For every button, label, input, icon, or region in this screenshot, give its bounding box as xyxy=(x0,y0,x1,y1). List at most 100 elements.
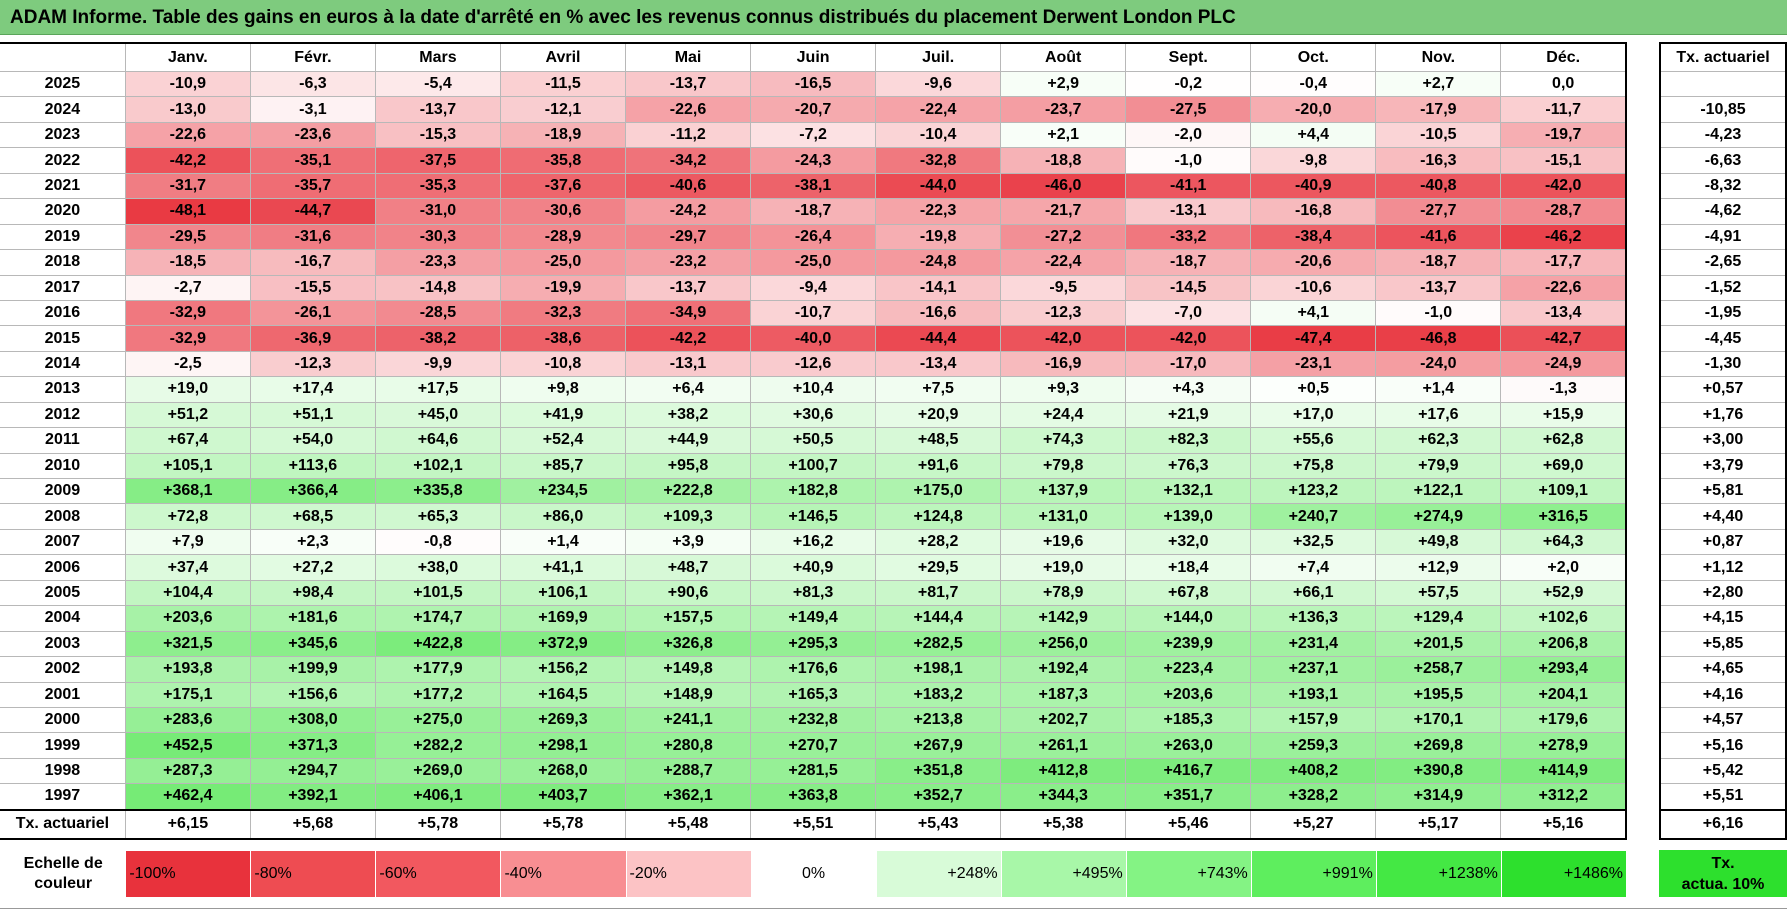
gain-cell: -38,2 xyxy=(374,325,501,352)
year-label: 2004 xyxy=(0,605,126,632)
side-row: -1,95 xyxy=(1659,299,1787,327)
gain-cell: +232,8 xyxy=(750,706,877,734)
gain-cell: +281,5 xyxy=(750,757,877,785)
gain-cell: +156,6 xyxy=(249,681,376,708)
side-row: +0,87 xyxy=(1659,528,1787,556)
average-cell: +5,17 xyxy=(1375,808,1502,840)
gain-cell: +261,1 xyxy=(1000,732,1127,759)
actuarial-rate-cell: +5,81 xyxy=(1659,477,1787,505)
gain-cell: +314,9 xyxy=(1375,783,1502,811)
gain-cell: +32,0 xyxy=(1125,528,1252,556)
year-label: 2025 xyxy=(0,70,126,98)
gain-cell: +123,2 xyxy=(1250,477,1377,505)
actuarial-rate-cell: -4,45 xyxy=(1659,325,1787,352)
gain-cell: -0,4 xyxy=(1250,70,1377,98)
gain-cell: +101,5 xyxy=(374,579,501,607)
year-label: 2001 xyxy=(0,681,126,708)
gain-cell: +52,9 xyxy=(1500,579,1628,607)
gain-cell: +231,4 xyxy=(1250,630,1377,658)
gain-cell: +7,9 xyxy=(124,528,251,556)
gain-cell: -31,6 xyxy=(249,223,376,251)
gain-cell: +193,1 xyxy=(1250,681,1377,708)
gain-cell: -5,4 xyxy=(374,70,501,98)
gain-cell: -24,8 xyxy=(875,249,1002,276)
gain-cell: -7,0 xyxy=(1125,299,1252,327)
year-label: 2018 xyxy=(0,249,126,276)
gain-cell: +234,5 xyxy=(499,477,627,505)
gain-cell: -13,4 xyxy=(875,350,1002,378)
gain-cell: -1,0 xyxy=(1125,147,1252,174)
month-header: Juin xyxy=(750,42,877,72)
average-cell: +5,78 xyxy=(499,808,627,840)
gain-cell: +283,6 xyxy=(124,706,251,734)
gain-cell: -42,2 xyxy=(625,325,752,352)
gain-cell: +146,5 xyxy=(750,503,877,530)
year-label: 2007 xyxy=(0,528,126,556)
gain-cell: -37,5 xyxy=(374,147,501,174)
gain-cell: +326,8 xyxy=(625,630,752,658)
table-row: 2008 +72,8 +68,5 +65,3 +86,0 +109,3 +146,5 +124… xyxy=(0,503,1628,530)
gain-cell: +258,7 xyxy=(1375,656,1502,683)
gain-cell: +17,6 xyxy=(1375,401,1502,429)
gain-cell: -16,6 xyxy=(875,299,1002,327)
gain-cell: -28,7 xyxy=(1500,198,1628,225)
gain-cell: -9,4 xyxy=(750,274,877,301)
gain-cell: +55,6 xyxy=(1250,427,1377,454)
gain-cell: +17,5 xyxy=(374,376,501,403)
gain-cell: -48,1 xyxy=(124,198,251,225)
gain-cell: +0,5 xyxy=(1250,376,1377,403)
gain-cell: +49,8 xyxy=(1375,528,1502,556)
color-scale-legend: Echelle de couleur -100% -80% -60% -40% -20% 0… xyxy=(0,850,1628,898)
year-label: 2009 xyxy=(0,477,126,505)
gain-cell: -24,0 xyxy=(1375,350,1502,378)
gain-cell: +52,4 xyxy=(499,427,627,454)
gain-cell: -31,7 xyxy=(124,172,251,200)
gain-cell: -20,6 xyxy=(1250,249,1377,276)
gain-cell: -24,9 xyxy=(1500,350,1628,378)
gain-cell: -35,1 xyxy=(249,147,376,174)
actuarial-rate-cell: -1,30 xyxy=(1659,350,1787,378)
average-cell: +6,15 xyxy=(124,808,251,840)
month-header: Juil. xyxy=(875,42,1002,72)
average-cell: +5,48 xyxy=(625,808,752,840)
table-row: 2024 -13,0 -3,1 -13,7 -12,1 -22,6 -20,7 -22,4 -2… xyxy=(0,96,1628,123)
gain-cell: -10,5 xyxy=(1375,121,1502,149)
gain-cell: -44,0 xyxy=(875,172,1002,200)
scale-swatch: -100% xyxy=(125,850,252,898)
side-row: -10,85 xyxy=(1659,96,1787,123)
gain-cell: +139,0 xyxy=(1125,503,1252,530)
gain-cell: -42,0 xyxy=(1000,325,1127,352)
gain-cell: +345,6 xyxy=(249,630,376,658)
gain-cell: +316,5 xyxy=(1500,503,1628,530)
gain-cell: -38,1 xyxy=(750,172,877,200)
gain-cell: -38,4 xyxy=(1250,223,1377,251)
gain-cell: +104,4 xyxy=(124,579,251,607)
gain-cell: +48,5 xyxy=(875,427,1002,454)
gain-cell: -0,8 xyxy=(374,528,501,556)
gain-cell: -41,6 xyxy=(1375,223,1502,251)
actuarial-rate-cell: +1,76 xyxy=(1659,401,1787,429)
year-label: 2015 xyxy=(0,325,126,352)
gain-cell: +7,5 xyxy=(875,376,1002,403)
scale-swatch: -60% xyxy=(375,850,502,898)
gain-cell: +239,9 xyxy=(1125,630,1252,658)
side-row: +2,80 xyxy=(1659,579,1787,607)
gain-cell: +422,8 xyxy=(374,630,501,658)
gain-cell: +149,8 xyxy=(625,656,752,683)
gain-cell: -34,9 xyxy=(625,299,752,327)
table-row: 1999 +452,5 +371,3 +282,2 +298,1 +280,8 +270,7… xyxy=(0,732,1628,759)
year-label: 1998 xyxy=(0,757,126,785)
month-header: Oct. xyxy=(1250,42,1377,72)
gain-cell: +344,3 xyxy=(1000,783,1127,811)
gain-cell: -13,1 xyxy=(625,350,752,378)
gain-cell: +2,0 xyxy=(1500,554,1628,581)
gain-cell: +164,5 xyxy=(499,681,627,708)
gain-cell: -40,9 xyxy=(1250,172,1377,200)
table-row: 2012 +51,2 +51,1 +45,0 +41,9 +38,2 +30,6 +20,9 +… xyxy=(0,401,1628,429)
gain-cell: +64,6 xyxy=(374,427,501,454)
side-row: -6,63 xyxy=(1659,147,1787,174)
gain-cell: +176,6 xyxy=(750,656,877,683)
gain-cell: +174,7 xyxy=(374,605,501,632)
gain-cell: -47,4 xyxy=(1250,325,1377,352)
gain-cell: +403,7 xyxy=(499,783,627,811)
